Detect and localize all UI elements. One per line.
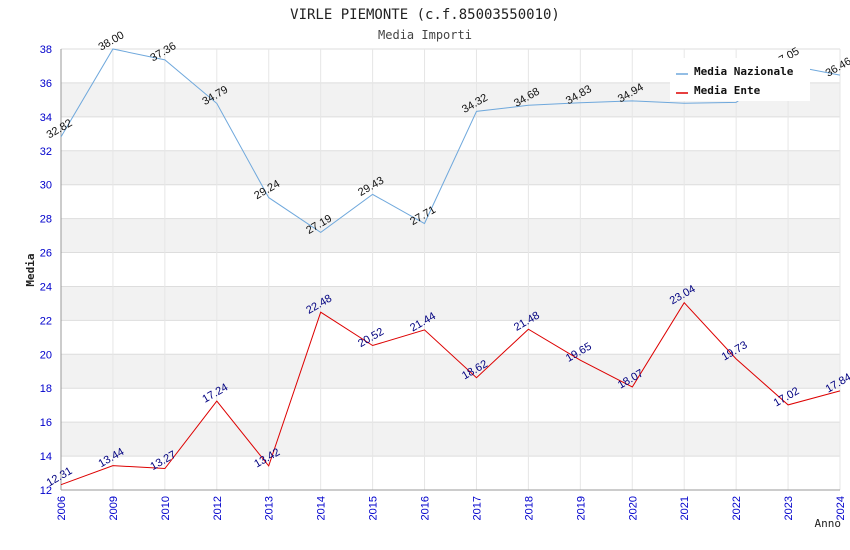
y-tick-label: 24 [40, 281, 52, 293]
y-tick-label: 26 [40, 248, 52, 260]
x-tick-label: 2014 [316, 496, 328, 520]
y-tick-label: 32 [40, 146, 52, 158]
y-tick-label: 22 [40, 315, 52, 327]
grid-band [61, 218, 840, 253]
axes [60, 49, 840, 491]
x-tick-label: 2006 [56, 496, 68, 520]
series-line-nazionale [60, 48, 841, 234]
x-tick-label: 2023 [783, 496, 795, 520]
y-tick-label: 36 [40, 78, 52, 90]
y-tick-label: 38 [40, 44, 52, 56]
grid-band [61, 252, 840, 287]
y-tick-labels: 12 14 16 18 20 22 24 26 28 30 32 34 36 38 [40, 44, 52, 497]
x-tick-label: 2019 [575, 496, 587, 520]
x-tick-label: 2022 [731, 496, 743, 520]
grid-band [61, 456, 840, 490]
y-tick-label: 28 [40, 214, 52, 226]
series-line-ente [60, 301, 841, 486]
x-tick-label: 2015 [368, 496, 380, 520]
grid-band [61, 286, 840, 321]
y-tick-label: 18 [40, 383, 52, 395]
x-tick-label: 2009 [108, 496, 120, 520]
grid-band [61, 354, 840, 389]
chart-title: VIRLE PIEMONTE (c.f.85003550010) [290, 7, 560, 23]
x-tick-label: 2010 [160, 496, 172, 520]
x-tick-label: 2021 [679, 496, 691, 520]
x-tick-label: 2016 [420, 496, 432, 520]
x-tick-label: 2012 [212, 496, 224, 520]
legend-label-ente: Media Ente [694, 84, 761, 97]
y-tick-label: 20 [40, 349, 52, 361]
legend-label-nazionale: Media Nazionale [694, 65, 794, 78]
grid-band [61, 116, 840, 151]
y-tick-label: 12 [40, 485, 52, 497]
y-tick-label: 16 [40, 417, 52, 429]
legend-box [670, 58, 810, 101]
legend: Media Nazionale Media Ente [670, 58, 810, 101]
grid-lines [60, 48, 841, 491]
grid-band [61, 388, 840, 423]
grid-bands [61, 49, 840, 490]
x-tick-label: 2020 [627, 496, 639, 520]
grid-band [61, 422, 840, 457]
y-axis-label: Media [24, 253, 37, 286]
x-axis-label: Anno [815, 517, 842, 530]
grid-band [61, 184, 840, 219]
x-tick-label: 2024 [835, 496, 847, 520]
x-tick-labels: 2006 2009 2010 2012 2013 2014 2015 2016 2017 2018… [56, 496, 847, 520]
chart-subtitle: Media Importi [378, 28, 472, 42]
x-tick-label: 2018 [523, 496, 535, 520]
y-tick-label: 34 [40, 112, 52, 124]
y-tick-label: 14 [40, 451, 52, 463]
x-tick-label: 2017 [471, 496, 483, 520]
x-tick-label: 2013 [264, 496, 276, 520]
y-tick-label: 30 [40, 180, 52, 192]
grid-band [61, 320, 840, 355]
series-lines [60, 48, 841, 486]
